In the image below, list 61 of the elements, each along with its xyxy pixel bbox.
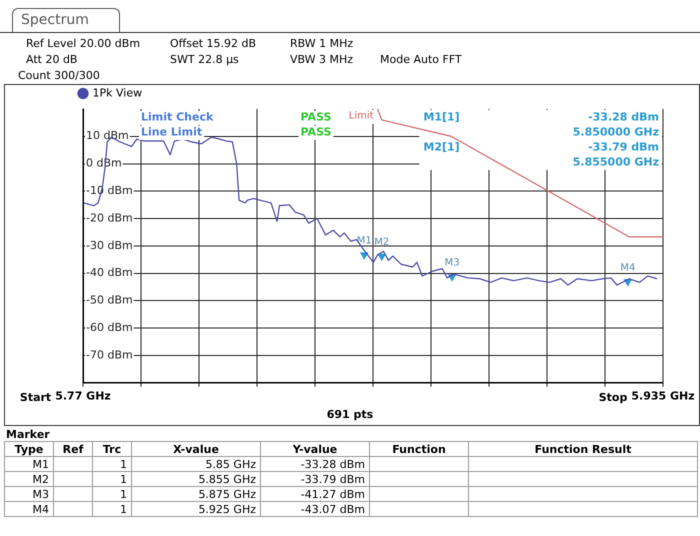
- y-tick-label: -30 dBm: [86, 238, 133, 252]
- text: Ref Level 20.00 dBm: [26, 37, 140, 50]
- text: -41.27 dBm: [260, 486, 370, 502]
- annotation: Limit Check: [141, 110, 214, 124]
- annotation: 5.855000 GHz: [572, 155, 659, 168]
- text: Mode Auto FFT: [380, 53, 462, 66]
- text: 1: [92, 502, 132, 516]
- text: M1: [4, 456, 54, 472]
- text: 691 pts: [326, 408, 374, 421]
- text: Start: [20, 390, 52, 404]
- annotation: -33.79 dBm: [588, 140, 659, 154]
- text: Count 300/300: [18, 69, 100, 82]
- text: 1: [92, 456, 132, 472]
- x-tick-label: 5.935 GHz: [631, 389, 695, 402]
- chart-title: Spectrum: [12, 8, 120, 32]
- annotation: 5.850000 GHz: [572, 125, 659, 138]
- y-tick-label: 10 dBm: [86, 129, 129, 142]
- text: 5.875 GHz: [132, 486, 260, 502]
- text: SWT 22.8 µs: [170, 53, 239, 66]
- text: X-value: [132, 442, 260, 456]
- text: VBW 3 MHz: [290, 53, 354, 66]
- y-tick-label: -50 dBm: [86, 294, 133, 307]
- text: M3: [4, 486, 54, 502]
- text: -43.07 dBm: [260, 502, 370, 516]
- text: 1: [92, 472, 132, 486]
- annotation: M1[1]: [423, 110, 460, 124]
- annotation: -33.28 dBm: [588, 110, 659, 124]
- data-label: M4: [620, 262, 636, 274]
- text: M2: [4, 472, 54, 486]
- text: RBW 1 MHz: [290, 37, 354, 50]
- annotation: Line Limit: [141, 125, 202, 138]
- y-tick-label: -40 dBm: [86, 266, 133, 280]
- text: Offset 15.92 dB: [170, 37, 256, 50]
- legend-label: 1Pk View: [92, 86, 142, 100]
- text: 1: [92, 486, 132, 502]
- annotation: PASS: [300, 110, 332, 124]
- text: 5.855 GHz: [132, 472, 260, 486]
- text: 5.85 GHz: [132, 456, 260, 472]
- text: Ref: [54, 442, 92, 456]
- annotation: PASS: [300, 125, 332, 138]
- data-label: M2: [374, 236, 390, 248]
- text: M4: [4, 502, 54, 516]
- x-tick-label: 5.77 GHz: [55, 389, 111, 402]
- series-label: Limit: [348, 110, 374, 122]
- text: Y-value: [260, 442, 370, 456]
- text: 5.925 GHz: [132, 502, 260, 516]
- y-tick-label: -60 dBm: [86, 320, 133, 334]
- text: Trc: [92, 442, 132, 456]
- text: Function: [370, 442, 468, 456]
- text: Marker: [5, 428, 51, 441]
- y-tick-label: -70 dBm: [86, 348, 133, 362]
- text: -33.28 dBm: [260, 456, 370, 472]
- text: Type: [4, 442, 54, 456]
- annotation: M2[1]: [423, 140, 460, 154]
- data-label: M3: [444, 257, 460, 268]
- text: Function Result: [468, 442, 698, 456]
- text: -33.79 dBm: [260, 472, 370, 486]
- text: Stop: [598, 390, 628, 404]
- text: Att 20 dB: [26, 53, 78, 66]
- y-tick-label: -20 dBm: [86, 211, 133, 224]
- data-label: M1: [356, 235, 372, 246]
